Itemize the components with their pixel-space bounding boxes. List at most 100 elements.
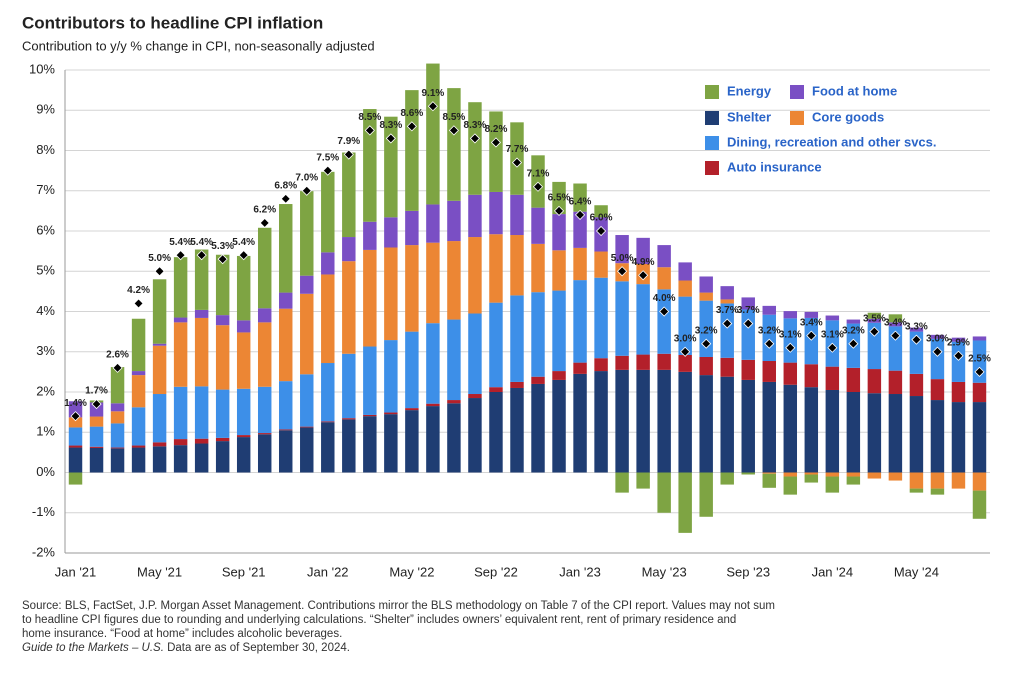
- x-tick-label: May '21: [137, 564, 182, 579]
- bar-segment: [972, 472, 987, 491]
- bar-segment: [510, 295, 524, 382]
- bar-segment: [552, 371, 566, 380]
- headline-marker: [974, 366, 985, 377]
- y-tick-label: 1%: [36, 424, 55, 439]
- bar-segment: [531, 155, 545, 208]
- headline-marker: [764, 338, 775, 349]
- bar-segment: [68, 472, 83, 485]
- bar-segment: [468, 398, 482, 473]
- bar-segment: [951, 472, 966, 489]
- bar-segment: [741, 359, 755, 380]
- bar-segment: [930, 488, 945, 495]
- headline-marker: [806, 330, 817, 341]
- bar-segment: [573, 373, 587, 473]
- bar-segment: [363, 221, 377, 250]
- bar-segment: [257, 434, 272, 473]
- data-label: 3.0%: [926, 333, 949, 344]
- headline-marker: [638, 270, 649, 281]
- bar-segment: [426, 63, 440, 205]
- legend-item: Shelter: [705, 109, 771, 125]
- bar-segment: [68, 447, 83, 473]
- bar-segment: [363, 346, 377, 415]
- bar-segment: [468, 313, 482, 395]
- bar-segment: [846, 476, 861, 485]
- bar-segment: [888, 314, 903, 323]
- bar-segment: [720, 286, 734, 300]
- bar-segment: [615, 355, 629, 370]
- legend-item: Dining, recreation and other svcs.: [705, 134, 937, 150]
- bar-segment: [741, 297, 755, 310]
- y-tick-label: 10%: [29, 61, 55, 76]
- bar-segment: [342, 419, 356, 473]
- bar-segment: [678, 354, 692, 372]
- data-label: 7.7%: [506, 144, 529, 155]
- data-label: 3.0%: [674, 333, 697, 344]
- bar-segment: [110, 411, 125, 424]
- legend-label: Shelter: [727, 109, 771, 124]
- data-label: 6.0%: [590, 213, 613, 224]
- bar-segment: [257, 322, 272, 387]
- bar-segment: [236, 255, 251, 321]
- headline-marker: [280, 193, 291, 204]
- bar-segment: [426, 406, 440, 473]
- headline-marker: [112, 362, 123, 373]
- bar-segment: [236, 435, 251, 438]
- headline-marker: [154, 266, 165, 277]
- bar-segment: [552, 379, 566, 473]
- bar-segment: [930, 338, 945, 380]
- headline-marker: [743, 318, 754, 329]
- bar-segment: [300, 293, 314, 375]
- bar-segment: [321, 252, 335, 275]
- bar-segment: [384, 217, 398, 248]
- headline-marker: [490, 137, 502, 148]
- bar-segment: [110, 448, 125, 473]
- bar-segment: [173, 317, 188, 323]
- bar-segment: [657, 267, 671, 290]
- bar-segment: [531, 376, 545, 384]
- data-label: 3.2%: [695, 325, 718, 336]
- bar-segment: [152, 279, 167, 344]
- bar-segment: [405, 210, 419, 246]
- x-tick-label: May '23: [642, 564, 687, 579]
- bar-segment: [720, 299, 734, 304]
- bar-segment: [215, 441, 230, 473]
- headline-marker: [911, 334, 922, 345]
- bar-segment: [215, 325, 230, 390]
- bar-segment: [236, 332, 251, 389]
- bar-segment: [951, 337, 966, 342]
- headline-marker: [448, 125, 459, 136]
- headline-marker: [469, 133, 481, 144]
- bar-segment: [131, 371, 146, 376]
- bar-segment: [489, 111, 503, 192]
- bar-segment: [342, 353, 356, 419]
- bar-segment: [152, 394, 167, 443]
- x-tick-label: Sep '23: [726, 564, 770, 579]
- bar-segment: [657, 245, 671, 268]
- bar-segment: [573, 247, 587, 281]
- bar-segment: [68, 401, 83, 418]
- bar-segment: [194, 438, 209, 444]
- bar-segment: [489, 302, 503, 388]
- bar-segment: [194, 443, 209, 473]
- bar-segment: [405, 90, 419, 211]
- headline-marker: [722, 318, 733, 329]
- bar-segment: [363, 416, 377, 473]
- headline-marker: [701, 338, 712, 349]
- bar-segment: [615, 472, 629, 493]
- headline-marker: [785, 342, 796, 353]
- bar-segment: [468, 102, 482, 195]
- bar-segment: [783, 472, 798, 477]
- bar-segment: [300, 426, 314, 428]
- bar-segment: [194, 317, 209, 387]
- bar-segment: [783, 362, 798, 385]
- data-label: 2.6%: [106, 349, 129, 360]
- headline-marker: [133, 298, 144, 309]
- legend-item: Auto insurance: [705, 159, 822, 175]
- bar-segment: [215, 437, 230, 442]
- data-label: 2.9%: [947, 337, 970, 348]
- data-label: 8.3%: [464, 120, 487, 131]
- legend-label: Energy: [727, 83, 772, 98]
- bar-segment: [321, 171, 335, 253]
- bar-segment: [152, 442, 167, 447]
- bar-segment: [762, 381, 776, 473]
